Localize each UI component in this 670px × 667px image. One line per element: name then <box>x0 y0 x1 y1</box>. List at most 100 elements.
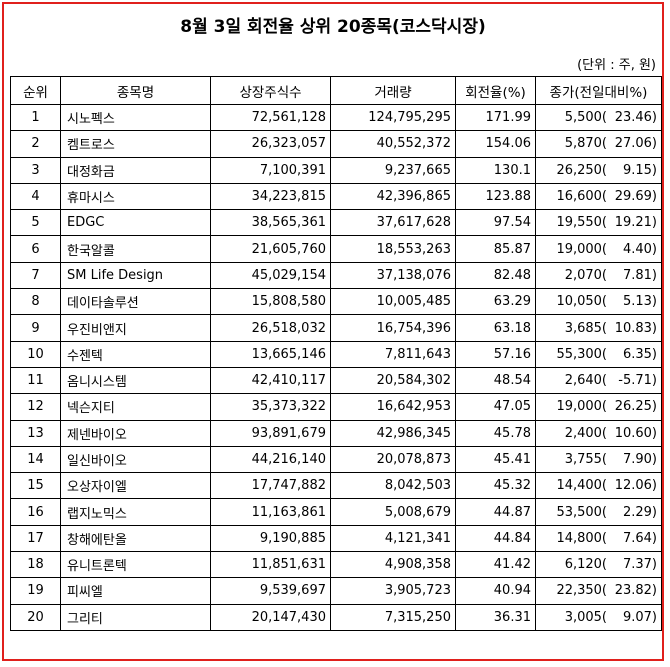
close-price-cell: 5,500(23.46) <box>535 103 662 132</box>
table-row: 9 우진비앤지 26,518,032 16,754,396 63.18 3,685(10.… <box>10 314 662 342</box>
change-percent: 29.69) <box>614 189 657 205</box>
table-row: 1 시노펙스 72,561,128 124,795,295 171.99 5,500(23… <box>10 103 662 132</box>
close-price-cell: 55,300( 6.35) <box>535 340 662 368</box>
table-row: 16 랩지노믹스 11,163,861 5,008,679 44.87 53,500(2.… <box>10 498 662 526</box>
table-row: 3 대정화금 7,100,391 9,237,665 130.1 26,250(9.15) <box>10 156 662 184</box>
trade-volume-cell: 5,008,679 <box>330 498 456 526</box>
close-price-cell: 19,550( 19.21) <box>535 209 662 237</box>
trade-volume-cell: 4,908,358 <box>330 551 456 579</box>
turnover-rate-cell: 47.05 <box>455 393 536 421</box>
close-price-cell: 19,000(4.40) <box>535 235 662 263</box>
header-rank: 순위 <box>10 76 61 105</box>
turnover-rate-cell: 57.16 <box>455 340 536 368</box>
listed-shares-cell: 11,851,631 <box>210 551 331 579</box>
stock-name-cell: 오상자이엘 <box>60 472 211 500</box>
stock-name-cell: 우진비앤지 <box>60 314 211 342</box>
close-price-cell: 16,600( 29.69) <box>535 182 662 211</box>
listed-shares-cell: 11,163,861 <box>210 498 331 526</box>
change-percent: 23.82) <box>614 583 657 599</box>
close-price: 14,400( <box>556 478 607 494</box>
trade-volume-cell: 16,754,396 <box>330 314 456 342</box>
close-price-cell: 5,870( 27.06) <box>535 130 662 158</box>
listed-shares-cell: 38,565,361 <box>210 209 331 237</box>
stock-name-cell: 창해에탄올 <box>60 524 211 553</box>
close-price: 26,250( <box>556 162 607 178</box>
stock-name-cell: 랩지노믹스 <box>60 498 211 526</box>
table-row: 15 오상자이엘 17,747,882 8,042,503 45.32 14,400(12… <box>10 472 662 500</box>
turnover-rate-cell: 36.31 <box>455 603 536 631</box>
trade-volume-cell: 124,795,295 <box>330 103 456 132</box>
header-volume: 거래량 <box>330 76 456 105</box>
trade-volume-cell: 10,005,485 <box>330 288 456 316</box>
close-price-cell: 14,400( 12.06) <box>535 472 662 500</box>
rank-cell: 10 <box>10 340 61 368</box>
turnover-rate-cell: 40.94 <box>455 577 536 605</box>
close-price-cell: 3,005(9.07) <box>535 603 662 631</box>
close-price: 55,300( <box>556 346 607 362</box>
trade-volume-cell: 20,584,302 <box>330 366 456 395</box>
trade-volume-cell: 20,078,873 <box>330 445 456 474</box>
rank-cell: 20 <box>10 603 61 631</box>
close-price: 22,350( <box>556 583 607 599</box>
table-row: 4 휴마시스 34,223,815 42,396,865 123.88 16,600(29… <box>10 182 662 211</box>
close-price-cell: 3,685(10.83) <box>535 314 662 342</box>
change-percent: 12.06) <box>614 478 657 494</box>
change-percent: 9.07) <box>622 609 657 625</box>
change-percent: 10.83) <box>614 320 657 336</box>
change-percent: 6.35) <box>622 346 657 362</box>
close-price-cell: 3,755(7.90) <box>535 445 662 474</box>
stock-name-cell: 휴마시스 <box>60 182 211 211</box>
rank-cell: 18 <box>10 551 61 579</box>
close-price: 2,070( <box>564 267 607 283</box>
stock-name-cell: 옴니시스템 <box>60 366 211 395</box>
table-frame: 8월 3일 회전율 상위 20종목(코스닥시장) (단위 : 주, 원) 순위 … <box>2 2 664 661</box>
listed-shares-cell: 44,216,140 <box>210 445 331 474</box>
turnover-rate-cell: 123.88 <box>455 182 536 211</box>
trade-volume-cell: 37,617,628 <box>330 209 456 237</box>
stock-name-cell: 일신바이오 <box>60 445 211 474</box>
change-percent: 26.25) <box>614 399 657 415</box>
rank-cell: 11 <box>10 366 61 395</box>
change-percent: 5.13) <box>622 294 657 310</box>
stock-name-cell: 데이타솔루션 <box>60 288 211 316</box>
turnover-rate-cell: 44.84 <box>455 524 536 553</box>
trade-volume-cell: 7,315,250 <box>330 603 456 631</box>
change-percent: 9.15) <box>622 162 657 178</box>
trade-volume-cell: 42,396,865 <box>330 182 456 211</box>
close-price-cell: 10,050(5.13) <box>535 288 662 316</box>
rank-cell: 13 <box>10 419 61 447</box>
change-percent: 27.06) <box>614 136 657 152</box>
listed-shares-cell: 34,223,815 <box>210 182 331 211</box>
stock-name-cell: 대정화금 <box>60 156 211 184</box>
turnover-rate-cell: 63.29 <box>455 288 536 316</box>
stock-name-cell: 유니트론텍 <box>60 551 211 579</box>
change-percent: 19.21) <box>614 215 657 231</box>
trade-volume-cell: 3,905,723 <box>330 577 456 605</box>
rank-cell: 2 <box>10 130 61 158</box>
change-percent: 7.90) <box>622 452 657 467</box>
turnover-rate-cell: 44.87 <box>455 498 536 526</box>
rank-cell: 14 <box>10 445 61 474</box>
trade-volume-cell: 42,986,345 <box>330 419 456 447</box>
rank-cell: 17 <box>10 524 61 553</box>
header-turnover: 회전율(%) <box>455 76 536 105</box>
close-price-cell: 2,070(7.81) <box>535 261 662 290</box>
stock-name-cell: 한국알콜 <box>60 235 211 263</box>
stock-name-cell: SM Life Design <box>60 261 211 290</box>
header-close: 종가(전일대비%) <box>535 76 662 105</box>
close-price: 16,600( <box>556 189 607 205</box>
change-percent: 2.29) <box>622 504 657 520</box>
change-percent: -5.71) <box>618 373 657 389</box>
close-price-cell: 6,120(7.37) <box>535 551 662 579</box>
stock-name-cell: 넥슨지티 <box>60 393 211 421</box>
turnover-rate-cell: 85.87 <box>455 235 536 263</box>
close-price: 5,870( <box>564 136 607 152</box>
stock-name-cell: 제넨바이오 <box>60 419 211 447</box>
turnover-rate-cell: 48.54 <box>455 366 536 395</box>
table-row: 18 유니트론텍 11,851,631 4,908,358 41.42 6,120(7.3… <box>10 551 662 579</box>
trade-volume-cell: 9,237,665 <box>330 156 456 184</box>
turnover-rate-cell: 45.32 <box>455 472 536 500</box>
rank-cell: 1 <box>10 103 61 132</box>
close-price: 2,400( <box>564 425 607 441</box>
close-price: 19,550( <box>556 215 607 231</box>
